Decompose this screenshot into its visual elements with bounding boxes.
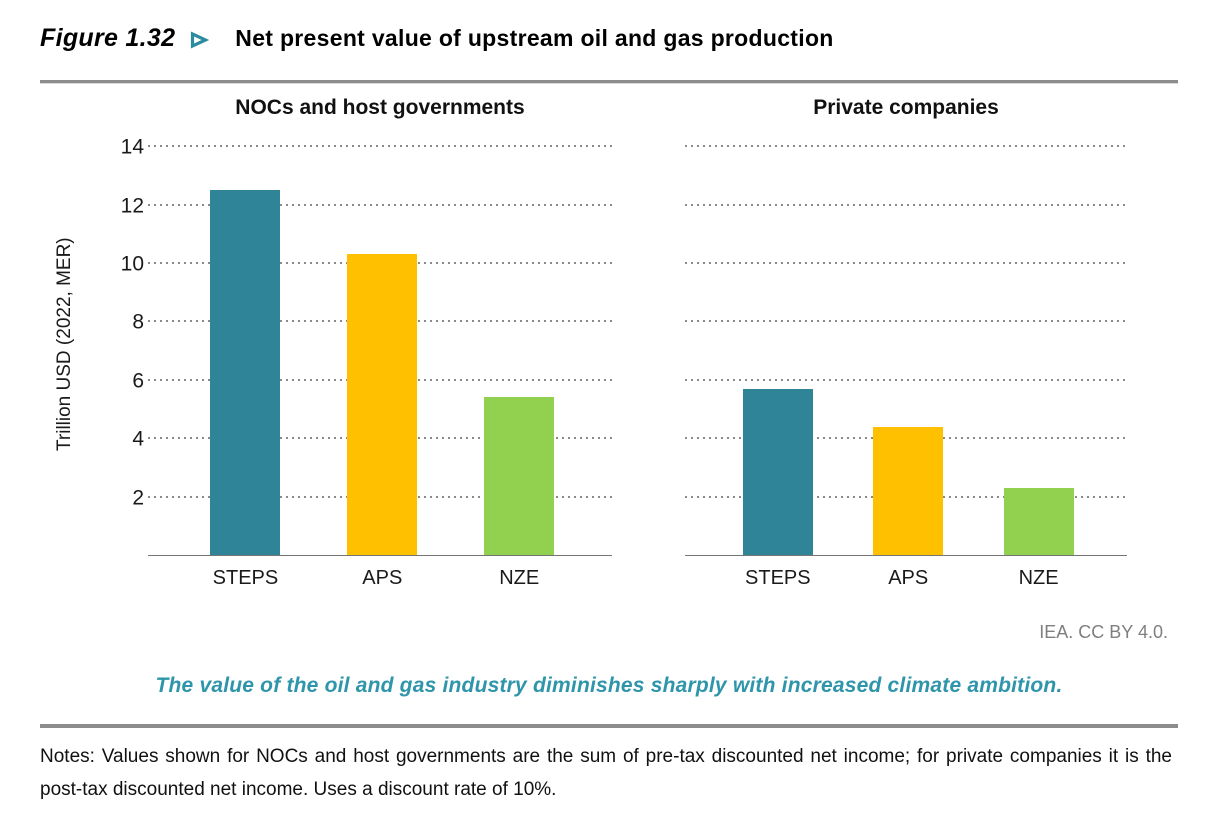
- gridline-12: [685, 203, 1127, 206]
- figure-title: Net present value of upstream oil and ga…: [235, 25, 834, 51]
- triangle-right-icon: [189, 30, 210, 49]
- notes-divider: [40, 724, 1178, 728]
- ytick-8: 8: [132, 310, 144, 334]
- ytick-12: 12: [120, 194, 144, 218]
- panel-title: NOCs and host governments: [235, 96, 525, 119]
- bar-steps-panel1: [210, 190, 281, 555]
- ytick-10: 10: [120, 252, 144, 276]
- plot-area-nocs: STEPS APS NZE: [148, 132, 612, 589]
- figure-number-label: Figure 1.32: [40, 24, 176, 52]
- bar-steps-panel2: [742, 388, 813, 555]
- panel-private-companies: Private companies STEPS APS NZE: [685, 92, 1127, 640]
- category-label-steps: STEPS: [745, 567, 811, 589]
- bar-nze-panel1: [484, 397, 555, 555]
- y-axis-label: Trillion USD (2022, MER): [54, 237, 75, 451]
- bar-nze-panel2: [1003, 487, 1074, 555]
- gridline-14: [685, 145, 1127, 148]
- category-label-nze: NZE: [1018, 567, 1059, 589]
- ytick-14: 14: [120, 135, 144, 159]
- license-attribution: IEA. CC BY 4.0.: [1039, 622, 1168, 642]
- figure-key-message: The value of the oil and gas industry di…: [155, 674, 1063, 697]
- gridline-10: [685, 262, 1127, 264]
- category-label-aps: APS: [362, 567, 403, 589]
- gridline-12: [148, 203, 612, 206]
- panel-title: Private companies: [813, 96, 999, 119]
- ytick-4: 4: [132, 427, 144, 451]
- plot-area-private: STEPS APS NZE: [685, 132, 1127, 589]
- figure-notes: Notes: Values shown for NOCs and host go…: [40, 746, 1172, 800]
- bar-aps-panel1: [347, 254, 418, 555]
- header-divider: [40, 80, 1178, 83]
- ytick-2: 2: [132, 486, 144, 510]
- category-label-nze: NZE: [499, 567, 540, 589]
- category-label-steps: STEPS: [212, 567, 279, 589]
- npv-bar-chart: Trillion USD (2022, MER) 2 4 6 8 10 12 14 NOCs…: [40, 92, 1178, 640]
- category-label-aps: APS: [888, 567, 929, 589]
- gridline-8: [685, 320, 1127, 323]
- panel-nocs-host-governments: NOCs and host governments STEPS APS NZE: [148, 92, 612, 640]
- y-axis-ticks: 2 4 6 8 10 12 14: [92, 132, 144, 556]
- figure-header: Figure 1.32 Net present value of upstrea…: [40, 24, 1178, 53]
- bar-aps-panel2: [873, 426, 944, 555]
- ytick-6: 6: [132, 369, 144, 393]
- gridline-14: [148, 145, 612, 148]
- gridline-6: [685, 378, 1127, 381]
